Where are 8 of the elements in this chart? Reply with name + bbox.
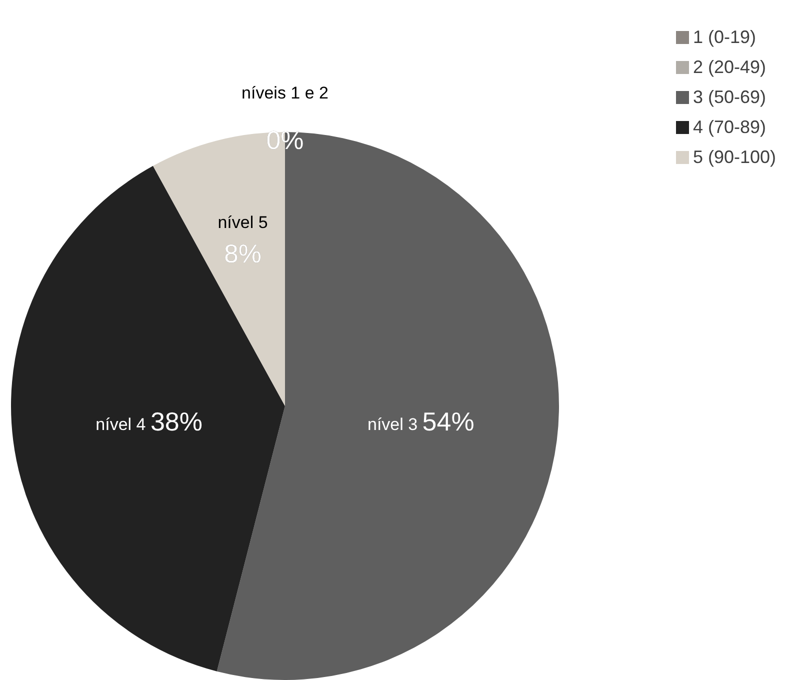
legend-label: 1 (0-19) xyxy=(693,26,756,48)
legend-label: 5 (90-100) xyxy=(693,146,776,168)
legend-label: 4 (70-89) xyxy=(693,116,766,138)
data-label: nível 4 38% xyxy=(96,406,203,436)
legend-label: 3 (50-69) xyxy=(693,86,766,108)
legend-label: 2 (20-49) xyxy=(693,56,766,78)
data-label: nível 3 54% xyxy=(367,406,474,436)
text: níveis 1 e 2 0% xyxy=(242,84,328,156)
